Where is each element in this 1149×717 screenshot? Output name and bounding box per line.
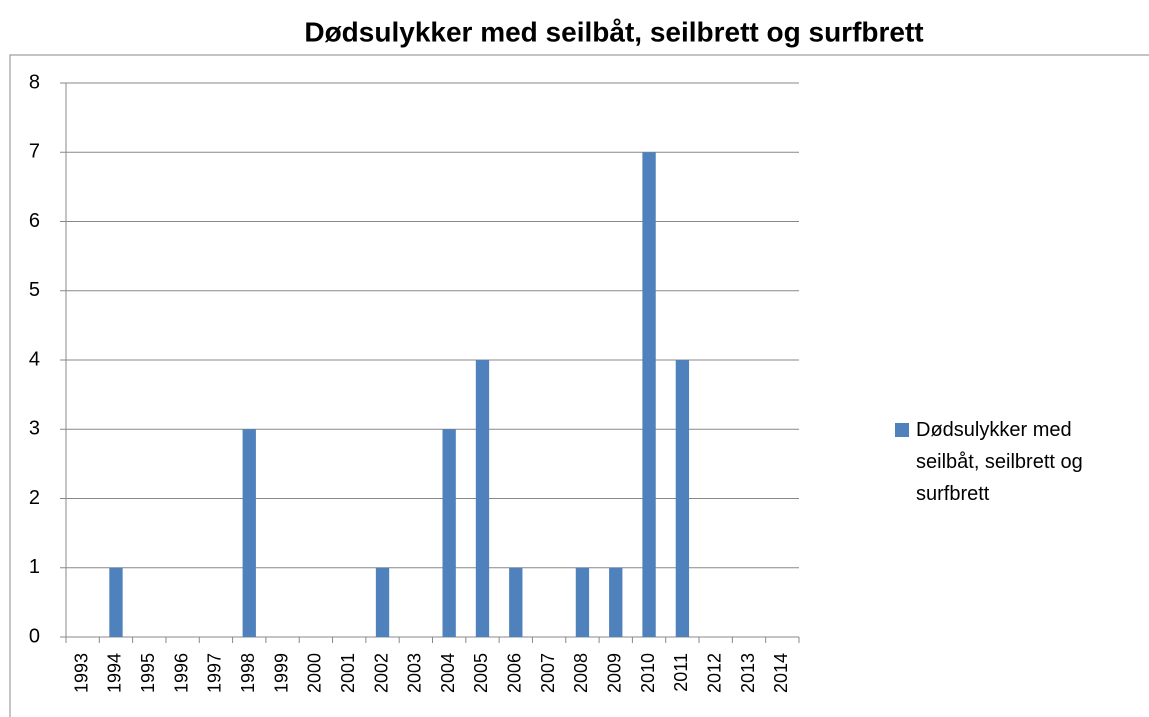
bar <box>675 360 690 637</box>
bar <box>509 567 523 637</box>
y-tick-label: 3 <box>29 418 40 440</box>
x-tick-label: 2004 <box>438 653 458 693</box>
bar <box>609 567 623 637</box>
x-tick-label: 1995 <box>138 653 158 693</box>
bar <box>242 429 256 637</box>
x-tick-label: 2010 <box>638 653 658 693</box>
x-tick-label: 1993 <box>71 653 91 693</box>
legend-label: Dødsulykker med seilbåt, seilbrett og su… <box>916 419 1083 505</box>
y-tick-label: 7 <box>29 141 40 163</box>
y-tick-label: 0 <box>29 625 40 647</box>
bar <box>642 152 656 637</box>
x-tick-label: 2002 <box>371 653 391 693</box>
x-tick-label: 1994 <box>105 653 125 693</box>
x-tick-label: 2006 <box>505 653 525 693</box>
y-tick-label: 1 <box>29 556 40 578</box>
x-tick-label: 1997 <box>205 653 225 693</box>
y-tick-label: 4 <box>29 348 40 370</box>
bar <box>375 567 390 637</box>
x-tick-label: 1996 <box>171 653 191 693</box>
x-tick-label: 2001 <box>338 653 358 693</box>
bar <box>575 567 590 637</box>
x-tick-label: 2011 <box>671 653 691 692</box>
y-tick-label: 2 <box>29 487 40 509</box>
x-tick-label: 2007 <box>538 653 558 693</box>
legend-swatch <box>895 423 909 437</box>
bar <box>475 360 490 637</box>
chart-frame <box>9 54 1149 717</box>
x-tick-label: 2003 <box>405 653 425 693</box>
x-tick-label: 2008 <box>571 653 591 693</box>
x-tick-label: 2005 <box>471 653 491 693</box>
y-tick-label: 8 <box>29 71 40 93</box>
x-tick-label: 2014 <box>771 653 791 693</box>
bar <box>442 429 456 637</box>
x-tick-label: 1998 <box>238 653 258 693</box>
y-tick-label: 5 <box>29 279 40 301</box>
x-tick-label: 2009 <box>605 653 625 693</box>
bar <box>109 567 123 637</box>
x-tick-label: 2000 <box>305 653 325 693</box>
x-tick-label: 1999 <box>271 653 291 693</box>
chart-title: Dødsulykker med seilbåt, seilbrett og su… <box>304 16 923 47</box>
y-tick-label: 6 <box>29 210 40 232</box>
x-tick-label: 2012 <box>704 653 724 693</box>
x-tick-label: 2013 <box>738 653 758 693</box>
